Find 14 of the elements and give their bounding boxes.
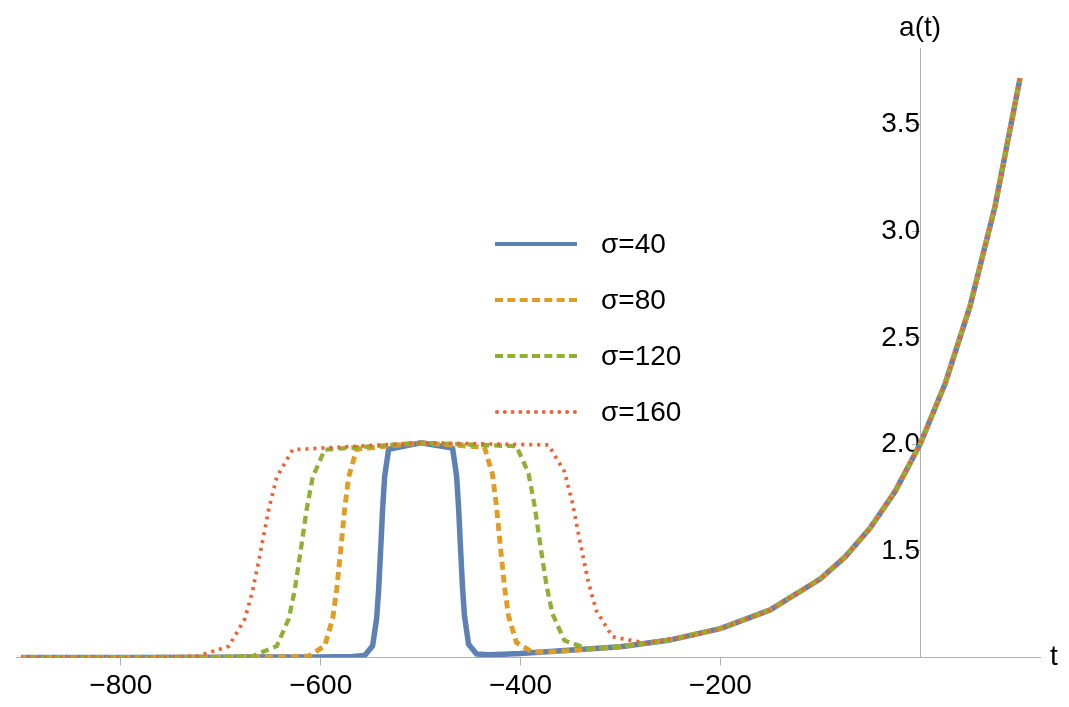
x-tick-label: −800 [89, 668, 153, 700]
y-tick-label: 1.5 [881, 533, 921, 565]
x-tick-label: −200 [688, 668, 752, 700]
legend-label: σ=120 [601, 340, 682, 372]
y-tick-label: 3.5 [881, 107, 921, 139]
x-axis-title: t [1050, 640, 1058, 672]
x-tick-label: −400 [488, 668, 553, 700]
y-tick-label: 3.0 [881, 213, 921, 245]
y-axis-title: a(t) [899, 10, 942, 42]
legend-label: σ=160 [601, 396, 682, 428]
legend-label: σ=40 [601, 228, 666, 260]
y-tick-label: 2.5 [881, 320, 921, 352]
legend-label: σ=80 [601, 284, 666, 316]
x-tick-label: −600 [289, 668, 353, 700]
